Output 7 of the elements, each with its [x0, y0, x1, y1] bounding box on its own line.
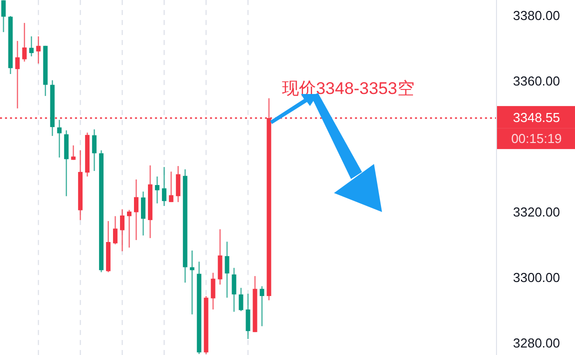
y-tick-label: 3360.00 [513, 74, 560, 89]
y-tick-label: 3300.00 [513, 270, 560, 286]
y-tick-label: 3320.00 [513, 204, 560, 220]
ref-line-label: 3348.55 [513, 110, 560, 126]
y-tick-label: 3380.00 [513, 8, 560, 24]
y-tick-label: 3280.00 [513, 336, 560, 351]
text: 00:15:19 [511, 131, 562, 146]
